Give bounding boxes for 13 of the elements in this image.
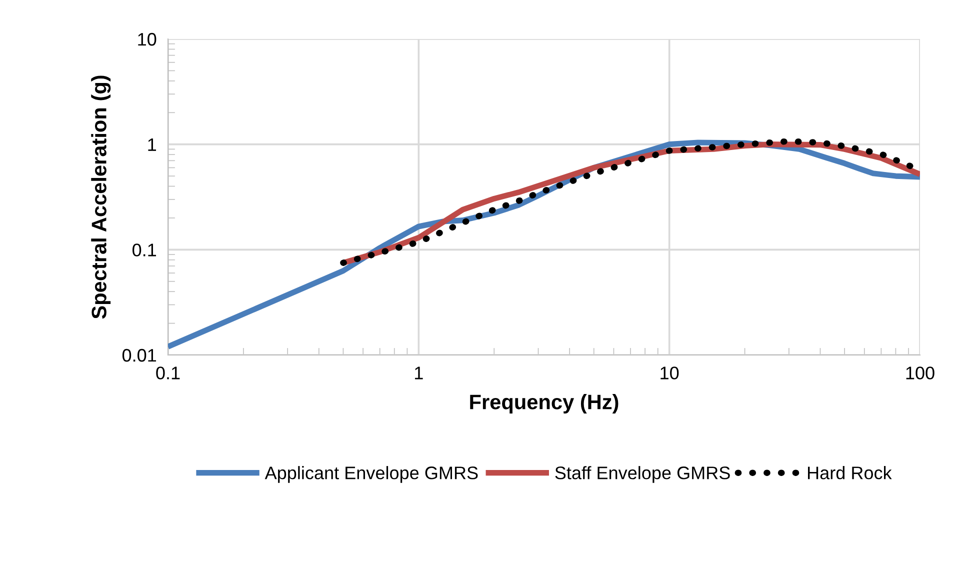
legend-label: Staff Envelope GMRS xyxy=(555,466,730,483)
x-tick-label: 0.1 xyxy=(156,366,180,380)
x-tick-label: 10 xyxy=(660,366,679,380)
x-tick-label: 100 xyxy=(906,366,934,380)
y-axis-title: Spectral Acceleration (g) xyxy=(91,76,111,319)
x-tick-label: 1 xyxy=(415,366,423,380)
legend-label: Applicant Envelope GMRS xyxy=(264,466,478,483)
legend-label: Hard Rock xyxy=(808,466,892,480)
y-tick-label: 0.01 xyxy=(122,348,156,362)
x-axis-title: Frequency (Hz) xyxy=(470,394,618,414)
y-tick-label: 1 xyxy=(148,138,156,151)
y-tick-label: 10 xyxy=(138,32,156,46)
y-tick-label: 0.1 xyxy=(132,244,156,256)
